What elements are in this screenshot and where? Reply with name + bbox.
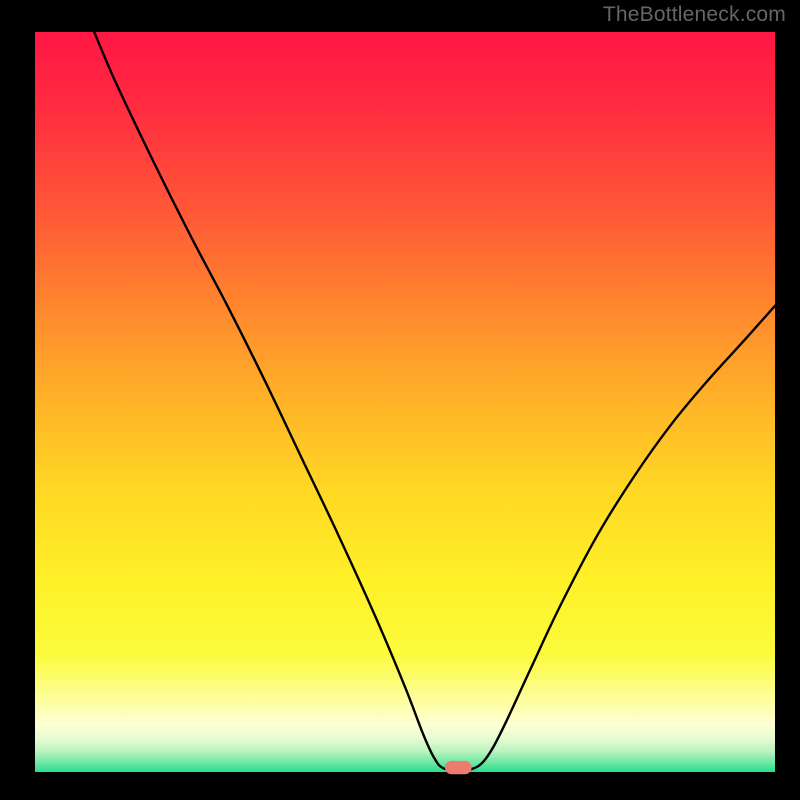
bottleneck-chart — [0, 0, 800, 800]
watermark-text: TheBottleneck.com — [603, 3, 786, 27]
plot-background — [35, 32, 775, 772]
optimum-marker — [445, 761, 472, 774]
chart-container: TheBottleneck.com — [0, 0, 800, 800]
